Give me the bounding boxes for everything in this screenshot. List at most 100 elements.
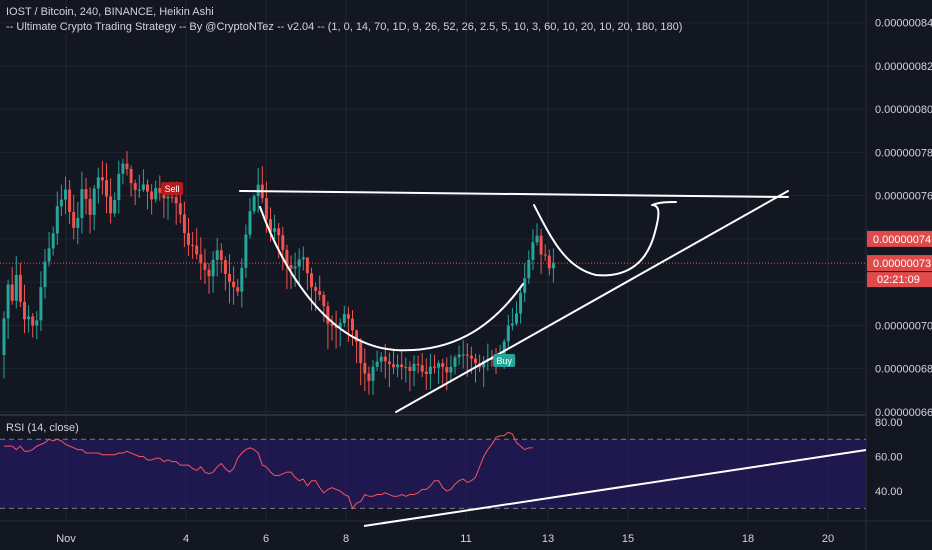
candle-body [310, 273, 313, 288]
resistance-line [239, 190, 789, 198]
candle-body [367, 373, 371, 381]
candle-body [146, 184, 149, 192]
candle-body [219, 250, 223, 261]
candle-body [264, 198, 268, 220]
candle-body [420, 365, 424, 372]
candle-body [244, 234, 248, 268]
candle-body [318, 290, 322, 295]
candle-body [539, 235, 543, 255]
candle-body [527, 259, 531, 279]
projected-cup-curve [533, 201, 677, 277]
candle-body [338, 322, 342, 328]
countdown-label: 02:21:09 [877, 274, 920, 286]
candle-body [215, 250, 219, 260]
candle-body [535, 235, 539, 243]
candle-body [371, 366, 375, 381]
candle-body [408, 366, 412, 371]
time-axis-tick: 4 [183, 533, 189, 545]
candle-body [469, 355, 473, 359]
time-axis-tick: 18 [742, 533, 754, 545]
candle-body [387, 361, 391, 365]
rsi-band [0, 439, 866, 509]
candle-body [27, 316, 31, 320]
candle-body [400, 364, 404, 368]
candle-body [23, 301, 26, 320]
countdown-badge [867, 272, 932, 288]
candle-body [43, 261, 47, 288]
candle-body [490, 358, 494, 360]
candle-body [248, 211, 252, 235]
candle-body [100, 177, 104, 181]
price-badge-label: 0.00000074 [873, 234, 931, 246]
candle-body [68, 189, 72, 212]
candle-body [273, 228, 277, 232]
candle-body [314, 287, 318, 291]
signal-buy-label: Buy [496, 356, 512, 366]
cup-curve [259, 206, 524, 352]
candle-body [293, 266, 297, 269]
time-axis-tick: 15 [622, 533, 634, 545]
candle-body [162, 192, 166, 199]
legend-title: IOST / Bitcoin, 240, BINANCE, Heikin Ash… [6, 6, 214, 18]
candle-body [277, 228, 281, 236]
candle-body [445, 367, 449, 373]
candle-body [506, 325, 510, 342]
candle-body [441, 363, 445, 368]
candle-body [281, 235, 285, 250]
candle-body [105, 180, 108, 197]
candle-body [396, 364, 400, 368]
price-badge [867, 255, 932, 272]
rsi-line [4, 431, 533, 510]
candle-body [482, 361, 486, 368]
candle-body [297, 259, 301, 267]
candle-body [240, 267, 244, 292]
candle-body [285, 249, 289, 266]
candle-body [305, 257, 309, 274]
candle-body [351, 318, 354, 331]
candle-body [31, 316, 35, 326]
candle-body [10, 284, 14, 301]
grid-lines [0, 0, 866, 520]
candle-body [133, 183, 137, 190]
candle-body [502, 341, 506, 357]
candle-body [363, 362, 367, 374]
candle-body [252, 196, 256, 212]
candle-body [80, 189, 84, 218]
candle-body [109, 196, 113, 214]
price-axis-tick: 0.00000080 [875, 104, 932, 116]
candle-body [203, 262, 207, 270]
candle-body [92, 188, 96, 215]
candle-body [178, 203, 182, 215]
time-axis-tick: 13 [542, 533, 554, 545]
candle-body [88, 198, 92, 215]
candle-body [55, 206, 59, 234]
candle-body [228, 273, 231, 282]
candle-body [474, 358, 477, 364]
candle-body [383, 356, 387, 362]
candle-body [412, 363, 416, 371]
candle-body [359, 341, 363, 363]
candle-body [14, 274, 18, 301]
drawings [239, 190, 789, 413]
candle-body [137, 189, 141, 191]
candle-body [191, 244, 195, 246]
candle-body [6, 284, 10, 319]
candle-body [125, 163, 129, 170]
candle-body [121, 163, 125, 174]
rsi-axis-tick: 80.00 [875, 417, 903, 429]
price-axis-tick: 0.00000068 [875, 364, 932, 376]
candle-body [199, 254, 203, 263]
price-badge [867, 230, 932, 247]
legend-strategy: -- Ultimate Crypto Trading Strategy -- B… [6, 21, 683, 33]
candle-body [330, 323, 334, 326]
candle-body [346, 314, 350, 319]
time-axis-tick: 11 [460, 533, 471, 545]
candle-body [232, 281, 236, 288]
candle-body [96, 177, 100, 189]
candle-body [515, 313, 518, 324]
candle-body [76, 217, 80, 228]
time-axis-tick: 6 [263, 533, 269, 545]
candle-body [543, 254, 547, 256]
price-axis-tick: 0.00000076 [875, 191, 932, 203]
candle-body [465, 354, 469, 356]
